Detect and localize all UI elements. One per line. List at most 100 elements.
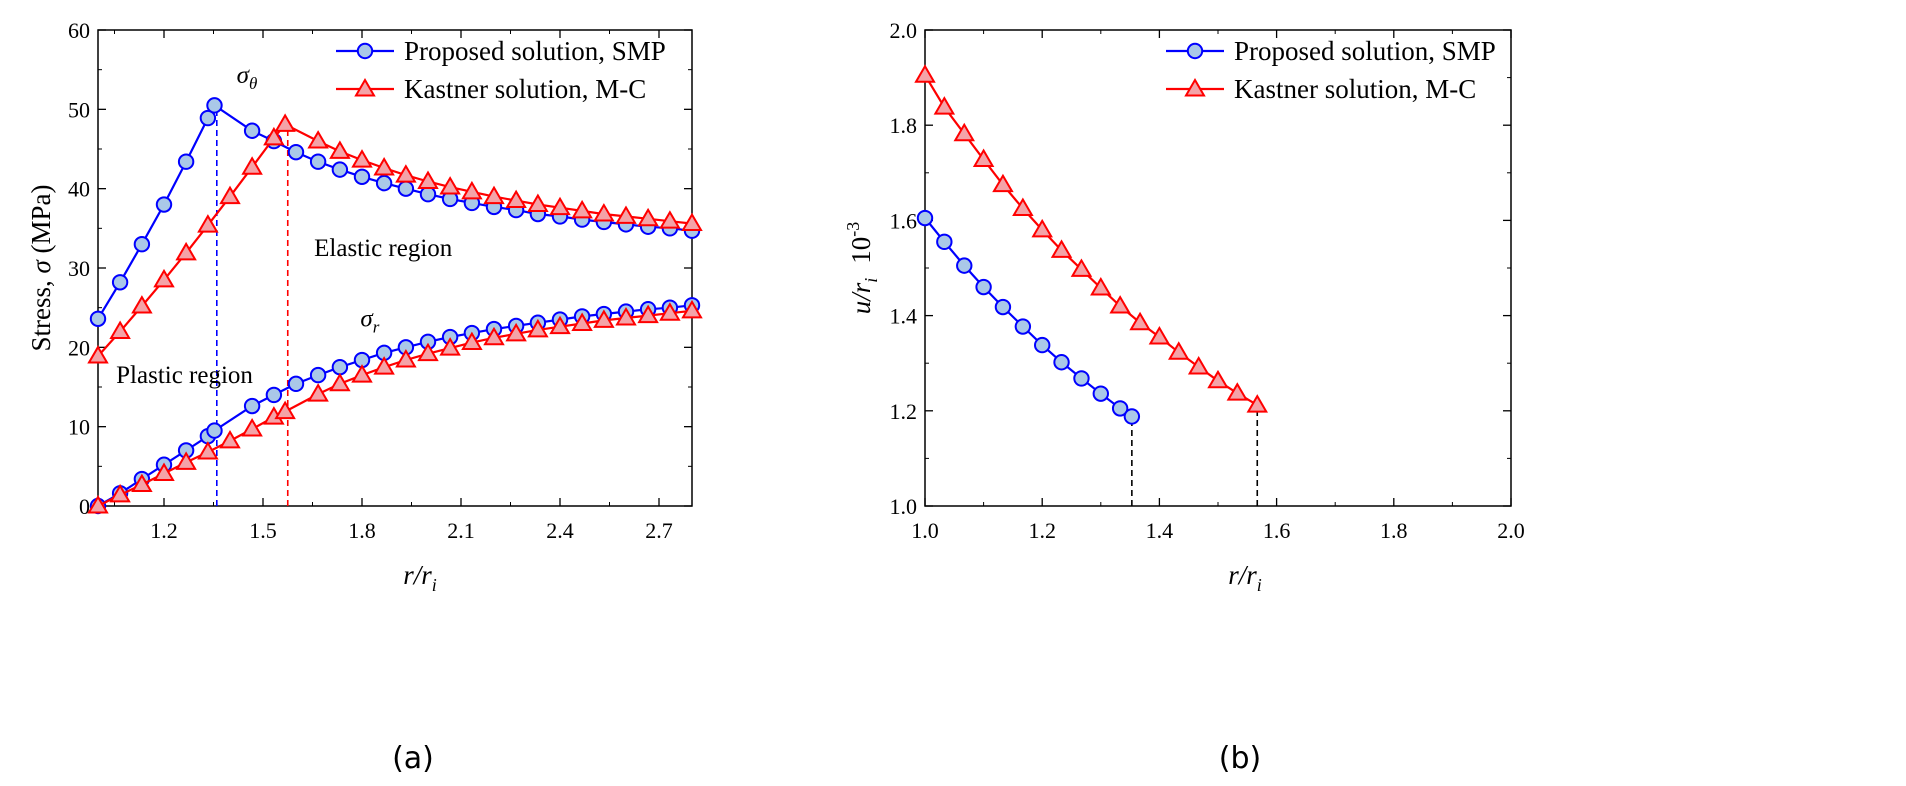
data-point — [1187, 356, 1210, 375]
data-point — [274, 113, 296, 132]
data-point — [994, 298, 1012, 316]
data-point — [175, 451, 197, 470]
data-point — [265, 386, 283, 404]
data-point — [483, 326, 505, 346]
x-tick-label: 2.4 — [546, 518, 574, 543]
data-point — [395, 164, 417, 183]
y-tick-label: 1.4 — [890, 304, 918, 329]
series-line — [924, 74, 1258, 407]
x-axis-label-main: r/r — [1228, 560, 1257, 590]
data-point — [353, 168, 371, 185]
data-point — [933, 96, 956, 115]
data-point — [206, 422, 223, 439]
series-line — [97, 309, 693, 507]
legend-marker — [356, 42, 374, 60]
data-point — [972, 148, 995, 167]
data-point — [1111, 400, 1129, 417]
x-tick-label: 1.6 — [1263, 518, 1291, 543]
data-point — [914, 64, 936, 83]
y-tick-label: 1.0 — [890, 494, 918, 519]
data-point — [1014, 318, 1032, 335]
y-tick-label: 50 — [68, 97, 90, 122]
data-point — [1012, 197, 1034, 216]
data-point — [329, 372, 351, 392]
data-point — [1050, 239, 1073, 258]
x-axis-label: r/ri — [403, 560, 437, 595]
y-tick-label: 0 — [79, 494, 90, 519]
data-point — [1034, 336, 1051, 354]
x-tick-label: 1.5 — [249, 518, 277, 543]
data-point — [1109, 295, 1131, 314]
data-point — [307, 383, 329, 402]
data-point — [1031, 218, 1053, 238]
data-point — [527, 193, 549, 213]
data-point — [1148, 326, 1171, 345]
data-point — [461, 331, 483, 351]
data-point — [206, 97, 223, 114]
data-point — [953, 122, 976, 142]
legend-entry: Proposed solution, SMP — [404, 36, 666, 66]
data-point — [615, 306, 637, 326]
y-tick-label: 40 — [68, 177, 90, 202]
y-axis-label-subscript: i — [861, 278, 881, 283]
data-point — [89, 310, 107, 327]
legend-entry: Kastner solution, M-C — [404, 74, 646, 104]
data-point — [309, 153, 327, 170]
annotation: σθ — [237, 62, 258, 93]
y-tick-label: 30 — [68, 256, 90, 281]
data-point — [87, 345, 109, 364]
data-point — [681, 212, 703, 232]
data-point — [373, 356, 395, 375]
data-point — [549, 196, 571, 216]
y-axis-label-exponent: -3 — [843, 222, 863, 237]
data-point — [1070, 258, 1093, 277]
x-axis-label-subscript: i — [432, 575, 437, 595]
data-point — [571, 199, 593, 219]
y-axis-label-symbol: σ — [26, 259, 56, 274]
data-point — [329, 140, 351, 159]
data-point — [439, 176, 461, 195]
data-point — [637, 207, 659, 227]
data-point — [241, 156, 263, 175]
data-point — [351, 149, 373, 168]
data-point — [1092, 385, 1110, 402]
data-point — [373, 157, 395, 176]
y-tick-label: 1.2 — [890, 399, 918, 424]
data-point — [331, 161, 349, 178]
y-axis-label-multiplier: 10 — [846, 237, 876, 264]
data-point — [417, 170, 439, 190]
x-tick-label: 1.8 — [1380, 518, 1408, 543]
chart-panel-a: 1.2 1.5 1.8 2.1 2.4 2.7 0 10 20 30 40 50 60 Proposed … — [26, 18, 703, 776]
data-point — [109, 483, 131, 503]
data-point — [505, 189, 527, 209]
data-point — [505, 322, 527, 342]
data-point — [131, 473, 153, 493]
data-point — [1226, 382, 1249, 401]
data-point — [197, 214, 219, 233]
data-point — [287, 375, 305, 393]
data-point — [111, 274, 129, 291]
data-point — [659, 210, 681, 229]
x-tick-label: 1.8 — [348, 518, 376, 543]
data-point — [1123, 408, 1141, 425]
data-point — [241, 418, 263, 437]
y-tick-label: 10 — [68, 415, 90, 440]
x-tick-label: 1.4 — [1146, 518, 1174, 543]
data-point — [1090, 277, 1112, 296]
data-point — [483, 185, 505, 205]
legend-entry: Kastner solution, M-C — [1234, 74, 1476, 104]
data-point — [243, 122, 261, 139]
y-axis-label: u/ri 10-3 — [843, 222, 881, 315]
data-point — [659, 302, 681, 321]
data-point — [263, 126, 285, 146]
panel-label: (b) — [1219, 741, 1261, 776]
y-axis-label-unit: (MPa) — [26, 184, 56, 260]
annotation: Plastic region — [116, 362, 253, 389]
data-point — [1129, 311, 1151, 331]
data-point — [681, 299, 703, 319]
annotation-subscript: θ — [249, 74, 257, 93]
annotation: Elastic region — [314, 235, 453, 262]
data-point — [956, 257, 973, 274]
annotation: σr — [360, 306, 379, 337]
